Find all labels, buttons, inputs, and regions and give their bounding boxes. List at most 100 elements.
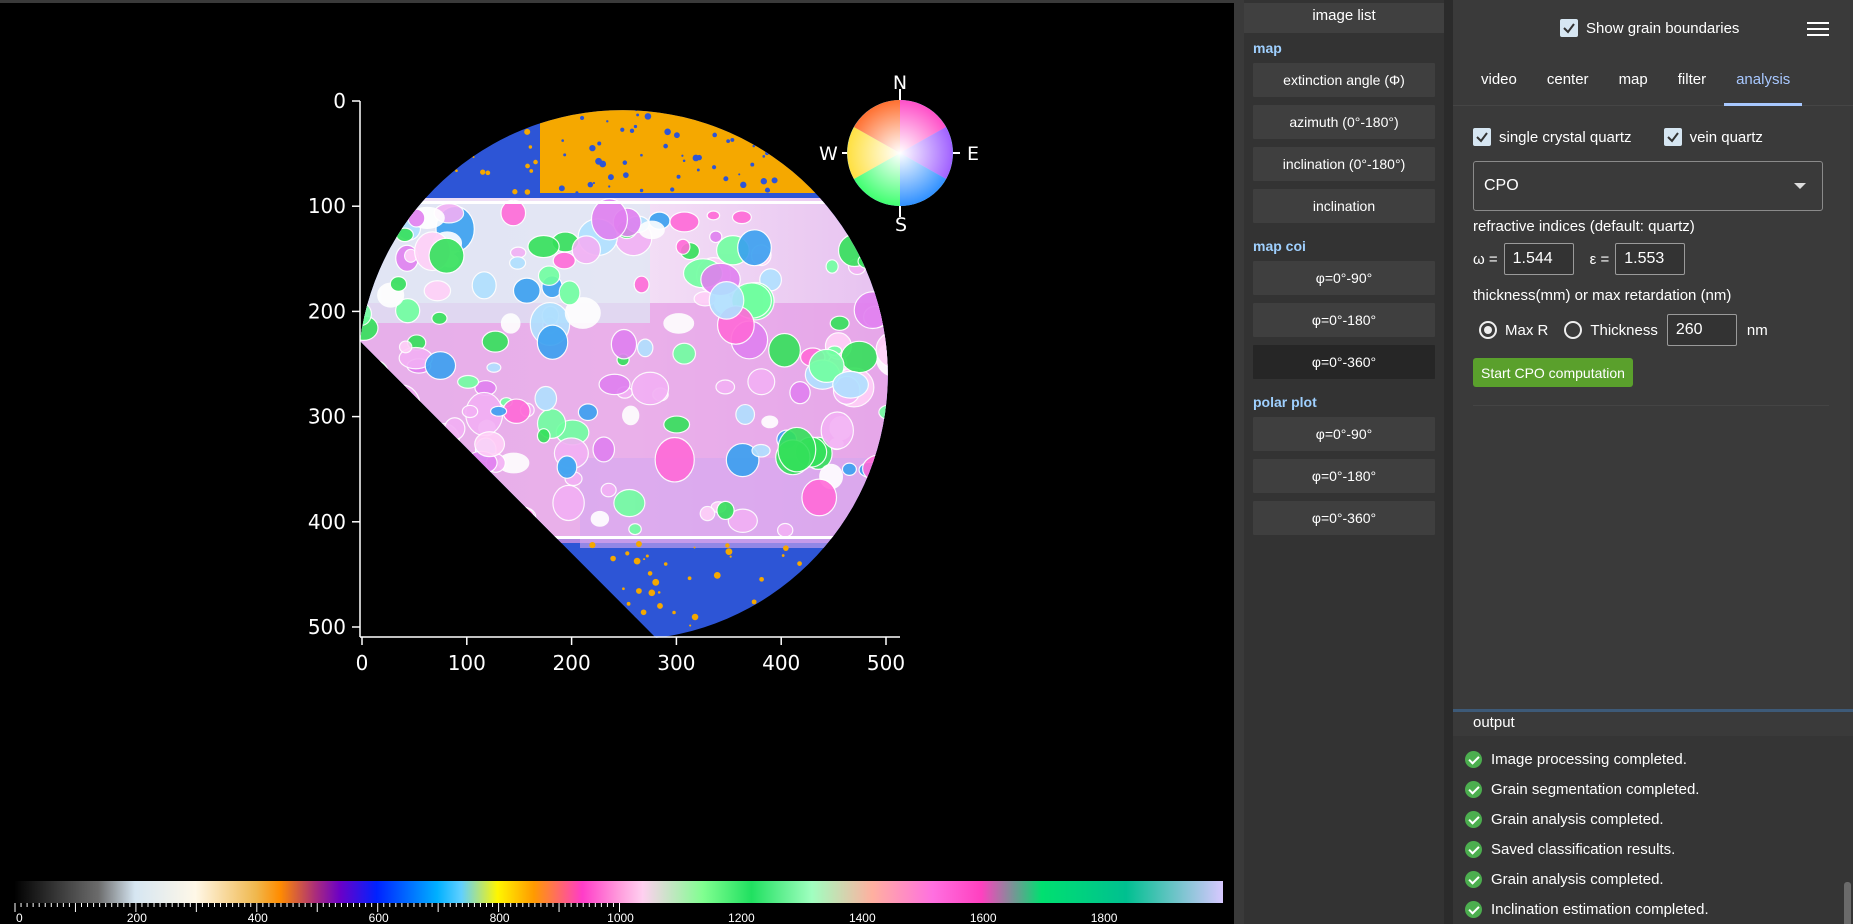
thickness-radio[interactable] — [1564, 321, 1583, 339]
image-list-item[interactable]: inclination (0°-180°) — [1253, 147, 1435, 181]
image-list-item[interactable]: extinction angle (Φ) — [1253, 63, 1435, 97]
grain-blob — [423, 446, 447, 461]
speckle — [450, 158, 455, 162]
grain-blob — [443, 417, 466, 441]
grain-blob — [475, 472, 494, 485]
speckle — [592, 101, 596, 105]
image-list-item[interactable]: azimuth (0°-180°) — [1253, 105, 1435, 139]
colorbar-tick-label: 400 — [247, 911, 268, 924]
speckle — [388, 189, 393, 194]
speckle — [633, 557, 641, 565]
omega-input[interactable] — [1503, 243, 1574, 275]
speckle — [579, 115, 585, 121]
speckle — [455, 626, 463, 633]
speckle — [635, 541, 642, 547]
grain-blob — [424, 351, 457, 380]
grain-blob — [716, 500, 735, 521]
max-r-radio[interactable] — [1479, 321, 1497, 339]
image-list-item[interactable]: inclination — [1253, 189, 1435, 223]
y-tick-label: 300 — [308, 405, 346, 429]
speckle — [395, 188, 401, 194]
speckle — [793, 146, 797, 150]
y-tick-label: 400 — [308, 510, 346, 534]
speckle — [479, 628, 485, 634]
image-list-item[interactable]: φ=0°-180° — [1253, 459, 1435, 493]
grain-blob — [494, 511, 520, 530]
speckle — [657, 591, 661, 594]
grain-blob — [423, 280, 452, 302]
speckle — [622, 160, 628, 165]
grain-blob — [590, 198, 629, 241]
speckle — [773, 150, 776, 153]
tab-filter[interactable]: filter — [1666, 56, 1718, 106]
speckle — [409, 544, 413, 548]
image-list-panel: image list map extinction angle (Φ) azimut… — [1244, 0, 1444, 924]
tab-video[interactable]: video — [1469, 56, 1529, 106]
image-list-item[interactable]: φ=0°-360° — [1253, 345, 1435, 379]
image-list-item[interactable]: φ=0°-90° — [1253, 261, 1435, 295]
speckle — [432, 144, 440, 152]
check-circle-icon — [1465, 810, 1482, 828]
grain-blob — [832, 370, 869, 399]
x-axis: 0 100 200 300 400 500 — [356, 637, 905, 675]
image-list-item[interactable]: φ=0°-90° — [1253, 417, 1435, 451]
speckle — [399, 570, 404, 575]
grain-blob — [709, 230, 723, 244]
grain-blob — [672, 342, 697, 365]
vein-quartz-checkbox[interactable] — [1663, 128, 1682, 146]
grain-blob — [610, 328, 638, 360]
colorbar-tick-label: 1200 — [728, 911, 755, 924]
show-grain-boundaries-toggle[interactable]: Show grain boundaries — [1560, 19, 1739, 37]
checkbox-checked-icon[interactable] — [1560, 19, 1578, 37]
speckle — [431, 627, 438, 634]
splitter[interactable] — [1444, 0, 1453, 924]
speckle — [604, 103, 607, 106]
output-panel: output Image processing completed. Grain … — [1453, 709, 1853, 924]
output-scrollbar[interactable] — [1844, 882, 1851, 924]
section-title: map — [1253, 40, 1282, 56]
speckle — [696, 168, 700, 172]
speckle — [779, 146, 783, 150]
speckle — [864, 619, 871, 625]
omega-label: ω = — [1473, 250, 1498, 268]
hamburger-menu-icon[interactable] — [1807, 18, 1829, 38]
speckle — [496, 596, 501, 602]
grain-blob — [383, 384, 421, 428]
output-message: Grain analysis completed. — [1465, 864, 1853, 894]
speckle — [647, 571, 653, 576]
retardation-input[interactable] — [1666, 314, 1737, 346]
tab-center[interactable]: center — [1535, 56, 1601, 106]
tab-analysis[interactable]: analysis — [1724, 56, 1803, 106]
start-cpo-button[interactable]: Start CPO computation — [1473, 358, 1633, 387]
speckle — [518, 608, 525, 614]
speckle — [875, 556, 878, 559]
image-list-item[interactable]: φ=0°-180° — [1253, 303, 1435, 337]
grain-blob — [571, 235, 602, 265]
epsilon-input[interactable] — [1615, 243, 1686, 275]
splitter[interactable] — [1234, 0, 1244, 924]
speckle — [584, 598, 590, 604]
speckle — [477, 136, 483, 142]
analysis-mode-select[interactable]: CPO — [1473, 161, 1823, 211]
image-list-item[interactable]: φ=0°-360° — [1253, 501, 1435, 535]
thickness-option-label: Thickness — [1590, 321, 1658, 339]
speckle — [488, 123, 494, 130]
image-list-section: map extinction angle (Φ) azimuth (0°-180°)… — [1244, 33, 1444, 223]
output-message: Saved classification results. — [1465, 834, 1853, 864]
speckle — [629, 128, 635, 134]
speckle — [453, 602, 460, 609]
speckle — [550, 611, 558, 619]
tab-map[interactable]: map — [1607, 56, 1660, 106]
single-crystal-checkbox[interactable] — [1473, 128, 1491, 146]
grain-blob — [537, 265, 561, 286]
grain-blob — [857, 253, 879, 270]
grain-blob — [862, 453, 888, 484]
output-message-text: Grain segmentation completed. — [1491, 780, 1700, 798]
speckle — [634, 110, 638, 112]
section-title: map coi — [1253, 238, 1306, 254]
grain-blob — [474, 431, 506, 458]
speckle — [592, 181, 596, 185]
speckle — [379, 116, 383, 120]
grain-blob — [428, 237, 465, 274]
speckle — [611, 105, 614, 108]
